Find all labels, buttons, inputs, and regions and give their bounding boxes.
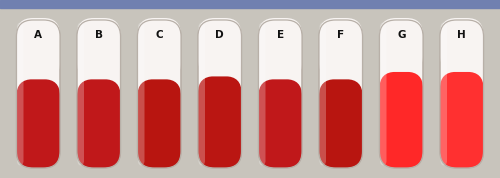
Text: H: H [458, 30, 466, 40]
Text: E: E [276, 30, 284, 40]
FancyBboxPatch shape [258, 20, 302, 168]
Text: F: F [337, 30, 344, 40]
FancyBboxPatch shape [78, 22, 84, 166]
FancyBboxPatch shape [259, 22, 266, 166]
FancyBboxPatch shape [319, 18, 362, 79]
FancyBboxPatch shape [319, 79, 362, 168]
FancyBboxPatch shape [380, 18, 423, 72]
FancyBboxPatch shape [77, 18, 120, 79]
FancyBboxPatch shape [319, 20, 362, 168]
Text: D: D [216, 30, 224, 40]
FancyBboxPatch shape [198, 76, 242, 168]
FancyBboxPatch shape [198, 20, 242, 168]
FancyBboxPatch shape [440, 72, 484, 168]
FancyBboxPatch shape [440, 20, 484, 168]
FancyBboxPatch shape [320, 22, 326, 166]
FancyBboxPatch shape [16, 20, 60, 168]
FancyBboxPatch shape [16, 79, 60, 168]
Text: C: C [156, 30, 163, 40]
FancyBboxPatch shape [16, 18, 60, 79]
FancyBboxPatch shape [440, 18, 484, 72]
FancyBboxPatch shape [198, 22, 205, 166]
FancyBboxPatch shape [77, 20, 120, 168]
Text: G: G [397, 30, 406, 40]
FancyBboxPatch shape [380, 72, 423, 168]
FancyBboxPatch shape [138, 20, 181, 168]
FancyBboxPatch shape [198, 18, 242, 76]
FancyBboxPatch shape [380, 22, 386, 166]
Bar [0, 0, 500, 8]
FancyBboxPatch shape [138, 79, 181, 168]
FancyBboxPatch shape [77, 79, 120, 168]
FancyBboxPatch shape [138, 22, 144, 166]
Text: A: A [34, 30, 42, 40]
FancyBboxPatch shape [440, 22, 447, 166]
FancyBboxPatch shape [258, 79, 302, 168]
FancyBboxPatch shape [258, 18, 302, 79]
FancyBboxPatch shape [138, 18, 181, 79]
Text: B: B [95, 30, 103, 40]
FancyBboxPatch shape [17, 22, 24, 166]
FancyBboxPatch shape [380, 20, 423, 168]
